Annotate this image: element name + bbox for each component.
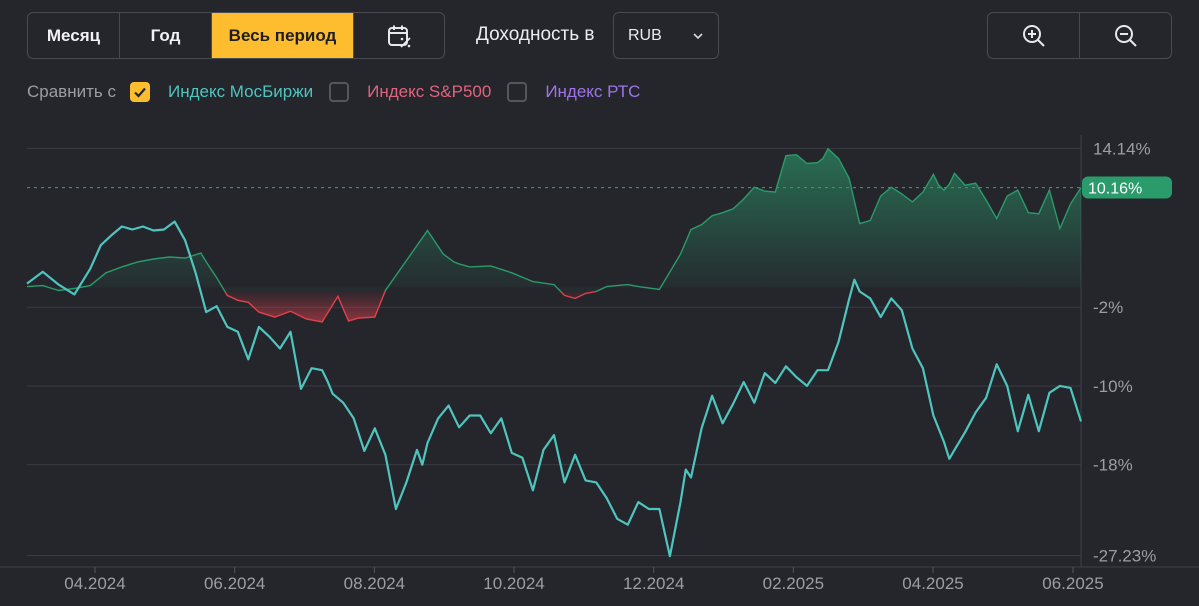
x-tick-label: 06.2024 [204,574,265,593]
yield-currency-label: Доходность в [476,24,595,45]
portfolio-line-negative [57,291,599,323]
y-tick-label: 14.14% [1093,139,1151,158]
zoom-in-button[interactable] [988,13,1080,58]
moex-checkbox[interactable] [129,82,150,102]
compare-label: Сравнить с [27,82,116,101]
x-tick-label: 08.2024 [344,574,405,593]
current-value-badge: 10.16% [1082,176,1172,199]
check-icon [134,87,146,98]
compare-row: Сравнить с Индекс МосБиржи Индекс S&P500… [27,80,656,104]
chart-grid [0,135,1199,568]
portfolio-gain-area [27,148,1081,291]
x-tick-label: 02.2025 [763,574,824,593]
y-tick-label: -10% [1093,377,1133,396]
x-tick-label: 12.2024 [623,574,684,593]
x-tick-label: 06.2025 [1042,574,1103,593]
sp500-index-label[interactable]: Индекс S&P500 [367,82,492,101]
period-month-button[interactable]: Месяц [28,13,120,58]
y-tick-label: -27.23% [1093,547,1156,566]
x-tick-label: 10.2024 [483,574,544,593]
x-axis: 04.2024 06.2024 08.2024 10.2024 12.2024 02.20… [64,567,1104,593]
zoom-controls [987,12,1172,59]
y-tick-label: -2% [1093,298,1123,317]
chart-lines [26,147,1083,558]
rts-checkbox[interactable] [507,82,528,102]
yield-chart: 14.14%-2%-10%-18%-27.23% 04.2024 06.2024 0… [0,135,1199,593]
portfolio-line-positive [26,147,1082,291]
period-year-button[interactable]: Год [120,13,212,58]
y-tick-label: -18% [1093,456,1133,475]
moex-index-label[interactable]: Индекс МосБиржи [167,82,314,101]
rts-index-label[interactable]: Индекс РТС [545,82,641,101]
sp500-checkbox[interactable] [329,82,350,102]
zoom-in-icon [1022,24,1045,47]
chevron-down-icon [693,33,703,40]
zoom-out-icon [1114,24,1137,47]
zoom-out-button[interactable] [1080,13,1171,58]
currency-value: RUB [628,26,662,44]
y-axis: 14.14% -2% -10% -18% -27.23% [1093,139,1156,565]
calendar-percent-icon [388,25,411,48]
current-value-label: 10.16% [1088,181,1142,198]
x-tick-label: 04.2025 [902,574,963,593]
x-tick-label: 04.2024 [64,574,125,593]
period-selector: Месяц Год Весь период [27,12,445,59]
portfolio-loss-area [224,291,598,322]
custom-period-button[interactable] [354,13,444,58]
current-value-badge-bg [1082,176,1172,199]
currency-select[interactable]: RUB [613,12,719,59]
period-all-button[interactable]: Весь период [212,13,354,58]
portfolio-area [27,148,1081,322]
moex-index-line [26,220,1083,558]
